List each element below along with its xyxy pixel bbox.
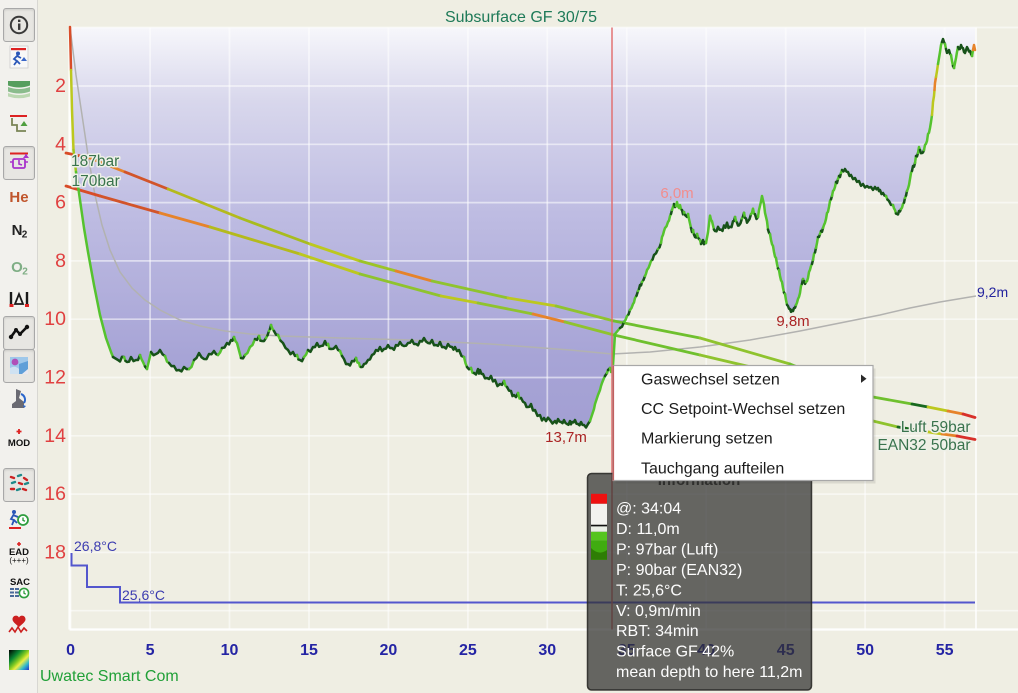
svg-text:2: 2 — [55, 75, 66, 97]
svg-text:MOD: MOD — [8, 438, 30, 449]
svg-text:2: 2 — [22, 267, 28, 278]
svg-text:Subsurface GF 30/75: Subsurface GF 30/75 — [445, 9, 597, 26]
svg-text:170bar: 170bar — [72, 173, 120, 190]
svg-text:CC Setpoint-Wechsel setzen: CC Setpoint-Wechsel setzen — [641, 401, 845, 418]
svg-text:6: 6 — [55, 192, 66, 214]
svg-text:(+++): (+++) — [9, 556, 29, 565]
svg-text:D: 11,0m: D: 11,0m — [616, 521, 680, 538]
svg-text:T: 25,6°C: T: 25,6°C — [616, 582, 682, 599]
svg-text:RBT: 34min: RBT: 34min — [616, 623, 699, 640]
svg-text:15: 15 — [300, 642, 318, 659]
svg-text:30: 30 — [538, 642, 556, 659]
svg-text:Gaswechsel setzen: Gaswechsel setzen — [641, 372, 780, 389]
svg-text:25,6°C: 25,6°C — [122, 587, 165, 603]
svg-text:O: O — [11, 259, 23, 276]
svg-text:EAN32 50bar: EAN32 50bar — [877, 437, 970, 454]
svg-text:EAD: EAD — [9, 547, 29, 558]
svg-text:12: 12 — [44, 367, 66, 389]
svg-text:50: 50 — [856, 642, 874, 659]
svg-text:16: 16 — [44, 483, 66, 505]
svg-text:He: He — [9, 189, 28, 206]
svg-text:P: 90bar (EAN32): P: 90bar (EAN32) — [616, 562, 742, 579]
svg-text:20: 20 — [380, 642, 398, 659]
svg-text:55: 55 — [936, 642, 954, 659]
svg-text:Uwatec Smart Com: Uwatec Smart Com — [40, 668, 179, 685]
svg-text:4: 4 — [55, 133, 66, 155]
svg-text:Tauchgang aufteilen: Tauchgang aufteilen — [641, 460, 784, 477]
svg-text:26,8°C: 26,8°C — [74, 538, 117, 554]
svg-text:SAC: SAC — [10, 577, 30, 588]
svg-text:9,8m: 9,8m — [776, 313, 809, 330]
svg-text:V: 0,9m/min: V: 0,9m/min — [616, 603, 701, 620]
svg-text:187bar: 187bar — [71, 153, 119, 170]
svg-text:Surface GF 42%: Surface GF 42% — [616, 644, 734, 661]
svg-text:0: 0 — [66, 642, 75, 659]
svg-text:10: 10 — [221, 642, 239, 659]
svg-text:2: 2 — [22, 230, 28, 241]
svg-text:N: N — [12, 222, 23, 239]
svg-text:14: 14 — [44, 425, 66, 447]
svg-text:25: 25 — [459, 642, 477, 659]
svg-text:Markierung setzen: Markierung setzen — [641, 431, 773, 448]
svg-text:10: 10 — [44, 308, 66, 330]
svg-text:8: 8 — [55, 250, 66, 272]
svg-text:13,7m: 13,7m — [545, 429, 587, 446]
svg-text:5: 5 — [146, 642, 155, 659]
svg-text:9,2m: 9,2m — [977, 284, 1008, 300]
svg-text:6,0m: 6,0m — [660, 185, 693, 202]
svg-text:18: 18 — [44, 541, 66, 563]
svg-text:Luft 59bar: Luft 59bar — [901, 419, 971, 436]
svg-text:P: 97bar (Luft): P: 97bar (Luft) — [616, 541, 718, 558]
svg-text:@: 34:04: @: 34:04 — [616, 501, 681, 518]
svg-text:mean depth to here 11,2m: mean depth to here 11,2m — [616, 664, 803, 681]
